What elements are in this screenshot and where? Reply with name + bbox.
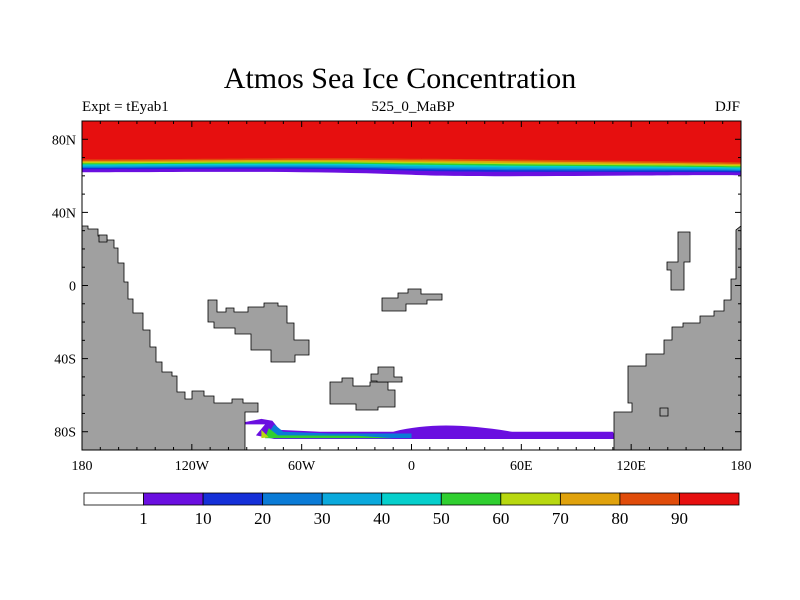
colorbar-label: 10 [195, 509, 212, 528]
chart-title: Atmos Sea Ice Concentration [223, 62, 577, 95]
x-tick-label: 120E [616, 459, 646, 474]
x-tick-label: 180 [731, 459, 752, 474]
x-tick-label: 0 [408, 459, 415, 474]
colorbar-swatch [440, 492, 502, 506]
colorbar-swatch [83, 492, 144, 506]
colorbar-label: 80 [611, 509, 628, 528]
colorbar-label: 50 [433, 509, 450, 528]
colorbar-swatch [679, 492, 740, 506]
land-island-northwest-small [98, 234, 108, 243]
colorbar-swatch [143, 492, 204, 506]
x-tick-label: 120W [175, 459, 210, 474]
experiment-label: Expt = tEyab1 [82, 99, 169, 115]
ice-layer [82, 121, 741, 440]
land-island-northeast-big [666, 231, 691, 291]
frame-layer: 180 120W 60W 0 60E 120E 180 80N 40N 0 40S 80S [52, 120, 752, 474]
colorbar-label: 40 [373, 509, 390, 528]
x-tick-label: 60E [510, 459, 533, 474]
land-east-continent [613, 225, 742, 451]
land-island-south-right [370, 366, 403, 383]
y-tick-label: 0 [69, 280, 76, 295]
land-south-america [81, 225, 259, 451]
colorbar-swatch [321, 492, 383, 506]
x-tick-label: 60W [288, 459, 316, 474]
colorbar-swatch [381, 492, 442, 506]
colorbar-label: 60 [492, 509, 509, 528]
land-layer [81, 225, 742, 451]
colorbar-label: 30 [314, 509, 331, 528]
y-tick-label: 80N [52, 133, 76, 148]
y-tick-label: 80S [54, 426, 76, 441]
colorbar-label: 1 [139, 509, 148, 528]
land-island-southeast-small [659, 407, 669, 417]
ice-band-south [265, 424, 412, 439]
ice-band-south [265, 428, 394, 439]
land-island-equatorial [381, 288, 443, 312]
season-label: DJF [714, 99, 740, 115]
period-label: 525_0_MaBP [371, 99, 455, 115]
y-tick-label: 40N [52, 206, 76, 221]
colorbar-swatch [500, 492, 561, 506]
colorbar-swatch [262, 492, 323, 506]
ice-band-south [261, 429, 269, 439]
colorbar-label: 20 [254, 509, 271, 528]
colorbar-label: 70 [552, 509, 569, 528]
colorbar-swatch [559, 492, 621, 506]
colorbar: 1 10 20 30 40 50 60 70 80 90 [83, 492, 740, 528]
y-tick-label: 40S [54, 353, 76, 368]
colorbar-swatch [619, 492, 680, 506]
colorbar-label: 90 [671, 509, 688, 528]
ice-band-north [82, 121, 741, 163]
land-island-south-left [329, 377, 396, 411]
x-tick-label: 180 [72, 459, 93, 474]
colorbar-swatch [202, 492, 264, 506]
land-island-mid-west [207, 299, 310, 363]
